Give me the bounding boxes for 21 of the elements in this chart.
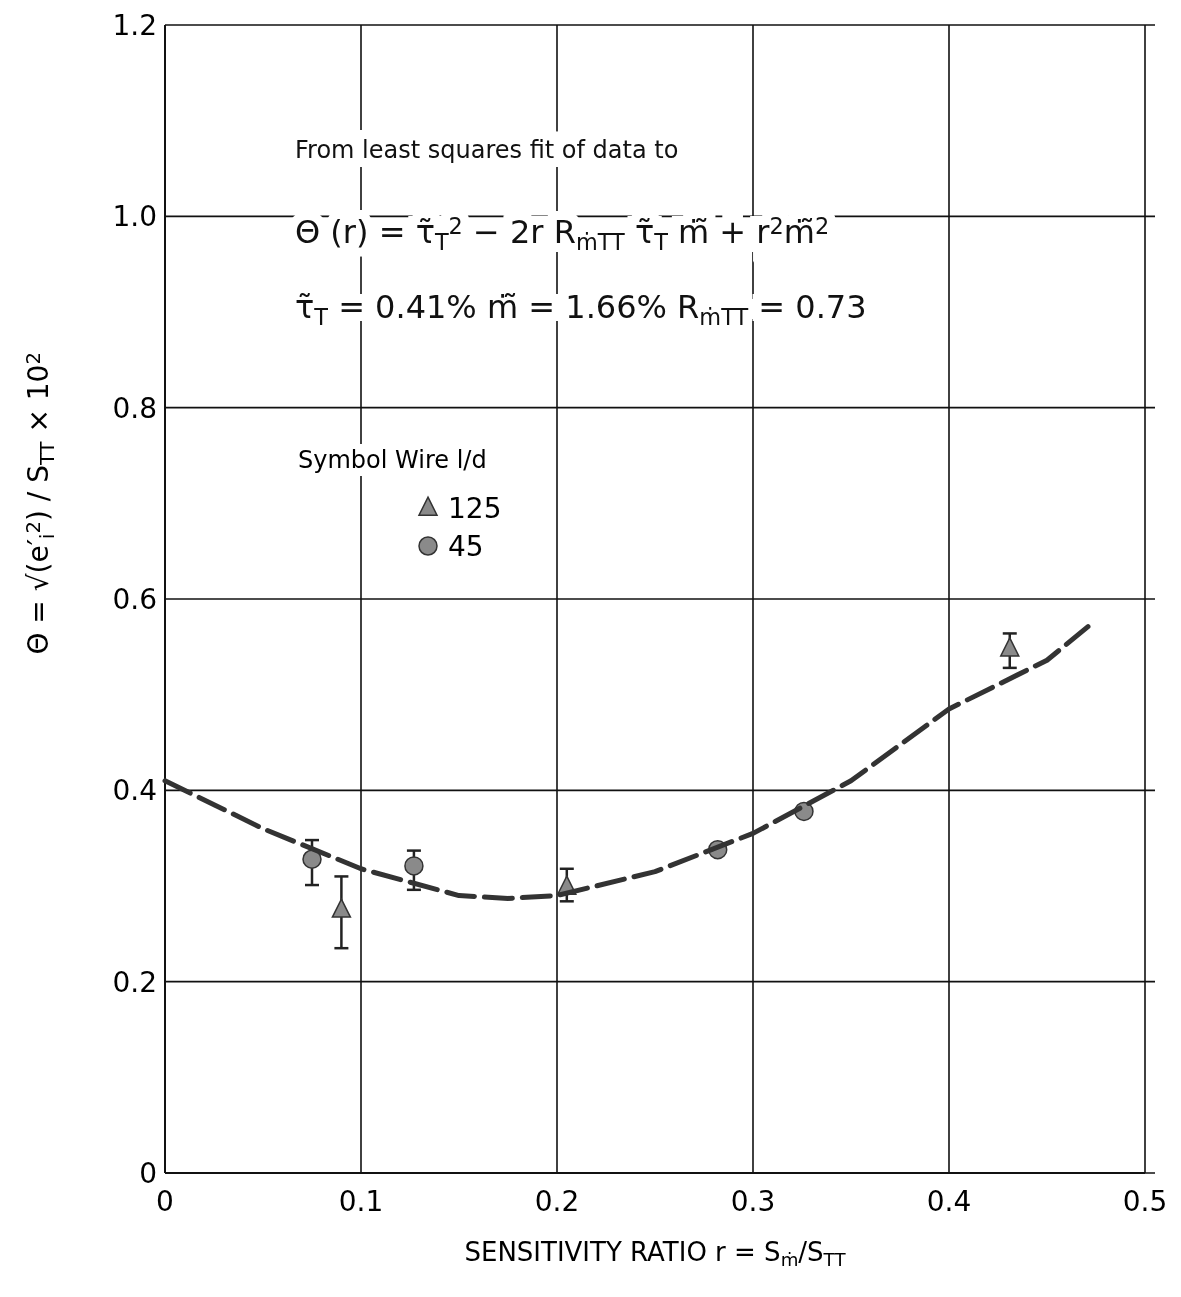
- legend-title: Symbol Wire l/d: [298, 446, 487, 474]
- point: [302, 849, 322, 869]
- legend-label: 45: [448, 530, 484, 563]
- x-axis-title: SENSITIVITY RATIO r = S$_{ṁ}$/S$_{TT}$: [464, 1237, 847, 1271]
- y-tick-label: 0.4: [112, 774, 157, 808]
- x-tick-label: 0.2: [534, 1185, 580, 1218]
- x-tick-label: 0.1: [338, 1185, 384, 1218]
- x-tick-label: 0.5: [1122, 1185, 1168, 1218]
- y-tick-label: 1.0: [112, 200, 157, 234]
- legend-label: 125: [448, 492, 502, 525]
- x-tick-label: 0.3: [730, 1185, 776, 1218]
- x-tick-label: 0.4: [926, 1185, 972, 1218]
- point: [1000, 637, 1020, 657]
- point: [331, 898, 352, 918]
- y-tick-label: 0.6: [112, 583, 157, 616]
- y-tick-label: 0.8: [112, 391, 157, 425]
- y-tick-label: 1.2: [112, 9, 157, 42]
- y-tick-label: 0: [139, 1157, 157, 1190]
- y-tick-label: 0.2: [112, 965, 157, 999]
- annotation: From least squares fit of data to: [295, 136, 679, 164]
- point: [404, 856, 424, 876]
